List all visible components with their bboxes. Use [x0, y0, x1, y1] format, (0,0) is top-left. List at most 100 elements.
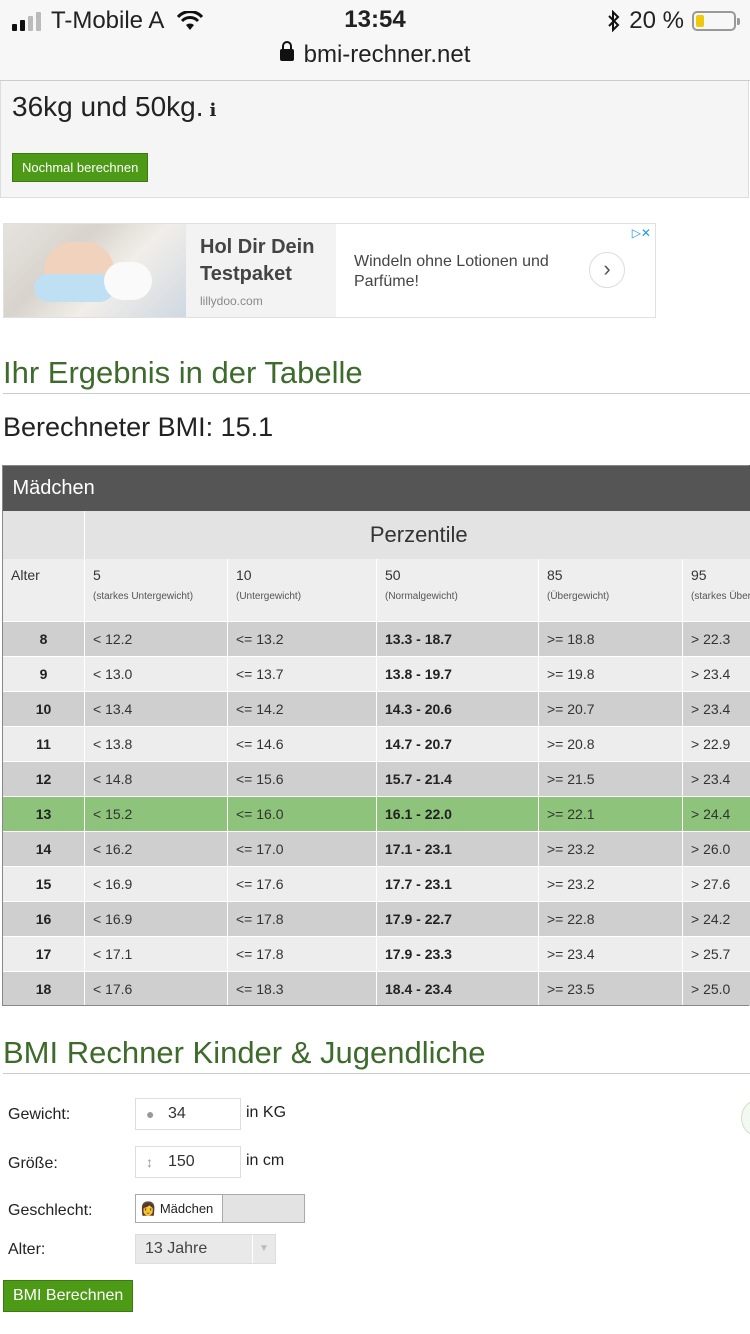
table-row: 8 < 12.2 <= 13.2 13.3 - 18.7 >= 18.8 > 22.3: [2, 621, 750, 657]
table-corner: [2, 511, 85, 559]
percentile-cell: >= 23.2: [538, 831, 683, 867]
height-unit: in cm: [246, 1152, 285, 1169]
table-row: 9 < 13.0 <= 13.7 13.8 - 19.7 >= 19.8 > 23.4: [2, 656, 750, 692]
percentile-cell: >= 20.8: [538, 726, 683, 762]
percentile-cell: >= 22.1: [538, 796, 683, 832]
weight-input[interactable]: ● 34: [135, 1098, 241, 1130]
perzentile-header: Perzentile: [84, 511, 750, 559]
table-row: 15 < 16.9 <= 17.6 17.7 - 23.1 >= 23.2 > 27.6: [2, 866, 750, 902]
url-bar[interactable]: bmi-rechner.net: [0, 40, 750, 81]
percentile-cell: > 23.4: [682, 656, 750, 692]
percentile-cell: 17.9 - 23.3: [376, 936, 539, 972]
age-cell: 11: [2, 726, 85, 762]
age-cell: 8: [2, 621, 85, 657]
table-row: 16 < 16.9 <= 17.8 17.9 - 22.7 >= 22.8 > 24.2: [2, 901, 750, 937]
percentile-cell: > 24.4: [682, 796, 750, 832]
table-row: 17 < 17.1 <= 17.8 17.9 - 23.3 >= 23.4 > 25.7: [2, 936, 750, 972]
percentile-table-wrapper[interactable]: Mädchen Perzentile Alter 5 (starkes Unter…: [2, 465, 750, 1006]
percentile-cell: < 16.2: [84, 831, 228, 867]
battery-icon: [692, 11, 740, 31]
table-row: 12 < 14.8 <= 15.6 15.7 - 21.4 >= 21.5 > 23.4: [2, 761, 750, 797]
gender-option-girl[interactable]: 👩 Mädchen: [136, 1195, 223, 1222]
percentile-cell: < 14.8: [84, 761, 228, 797]
percentile-cell: 18.4 - 23.4: [376, 971, 539, 1006]
clock: 13:54: [344, 6, 406, 33]
table-row: 11 < 13.8 <= 14.6 14.7 - 20.7 >= 20.8 > 22.9: [2, 726, 750, 762]
ad-title-box[interactable]: Hol Dir Dein Testpaket lillydoo.com: [186, 224, 336, 317]
table-row: 18 < 17.6 <= 18.3 18.4 - 23.4 >= 23.5 > 25.0: [2, 971, 750, 1006]
person-icon: ●: [146, 1106, 155, 1122]
percentile-cell: < 17.6: [84, 971, 228, 1006]
weight-label: Gewicht:: [8, 1106, 71, 1123]
percentile-cell: < 13.0: [84, 656, 228, 692]
age-cell: 10: [2, 691, 85, 727]
age-cell: 15: [2, 866, 85, 902]
result-range: 36kg und 50kg.: [12, 91, 204, 122]
height-input[interactable]: ↕ 150: [135, 1146, 241, 1178]
col-header-5: 5 (starkes Untergewicht): [84, 559, 228, 622]
status-left: T-Mobile A: [12, 7, 204, 35]
percentile-cell: > 22.3: [682, 621, 750, 657]
percentile-table: Mädchen Perzentile Alter 5 (starkes Unter…: [2, 465, 750, 1006]
alter-label: Alter: [11, 567, 40, 583]
col-header-95: 95(starkes Übergewicht): [682, 559, 750, 622]
percentile-cell: >= 21.5: [538, 761, 683, 797]
signal-icon: [12, 11, 41, 31]
girl-icon: 👩: [140, 1201, 157, 1216]
ad-domain: lillydoo.com: [200, 294, 263, 308]
age-select[interactable]: 13 Jahre ▼: [135, 1234, 276, 1264]
lock-icon: [279, 40, 294, 61]
percentile-cell: <= 15.6: [227, 761, 377, 797]
ad-title[interactable]: Hol Dir Dein Testpaket: [200, 236, 315, 285]
gender-selected-label: Mädchen: [159, 1201, 214, 1216]
table-gender-header: Mädchen: [2, 465, 750, 511]
info-icon[interactable]: i: [209, 100, 217, 121]
percentile-cell: 13.8 - 19.7: [376, 656, 539, 692]
column-header-row: Alter 5 (starkes Untergewicht) 10 (Unterge…: [2, 559, 750, 622]
percentile-cell: > 25.7: [682, 936, 750, 972]
percentile-cell: 16.1 - 22.0: [376, 796, 539, 832]
status-bar: T-Mobile A 13:54 20 %: [0, 0, 750, 40]
percentile-cell: < 12.2: [84, 621, 228, 657]
percentile-cell: > 26.0: [682, 831, 750, 867]
carrier-name: T-Mobile A: [51, 7, 165, 34]
calculate-bmi-button[interactable]: BMI Berechnen: [3, 1280, 134, 1312]
ad-image[interactable]: [4, 224, 186, 317]
percentile-cell: <= 13.2: [227, 621, 377, 657]
status-right: 20 %: [607, 7, 740, 35]
age-value: 13 Jahre: [145, 1240, 208, 1257]
percentile-cell: <= 16.0: [227, 796, 377, 832]
age-cell: 17: [2, 936, 85, 972]
percentile-cell: <= 17.8: [227, 936, 377, 972]
percentile-cell: <= 14.2: [227, 691, 377, 727]
gender-option-boy[interactable]: [223, 1195, 304, 1222]
height-label: Größe:: [8, 1155, 58, 1172]
gender-label: Geschlecht:: [8, 1202, 93, 1219]
result-text: 36kg und 50kg. i: [12, 91, 216, 123]
age-cell: 16: [2, 901, 85, 937]
percentile-cell: < 16.9: [84, 866, 228, 902]
gender-toggle[interactable]: 👩 Mädchen: [135, 1194, 305, 1223]
chevron-down-icon: ▼: [252, 1235, 275, 1263]
ad-arrow-button[interactable]: ›: [589, 252, 625, 288]
percentile-cell: 13.3 - 18.7: [376, 621, 539, 657]
recalculate-button[interactable]: Nochmal berechnen: [12, 153, 149, 182]
adchoices-icon[interactable]: ▷✕: [631, 226, 651, 240]
weight-value: 34: [168, 1105, 186, 1122]
weight-unit: in KG: [246, 1104, 287, 1121]
side-float-button[interactable]: [741, 1100, 750, 1136]
percentile-cell: <= 13.7: [227, 656, 377, 692]
perzentile-label: Perzentile: [369, 522, 468, 547]
percentile-cell: > 27.6: [682, 866, 750, 902]
ad-banner[interactable]: Hol Dir Dein Testpaket lillydoo.com Wind…: [3, 223, 656, 318]
battery-percent: 20 %: [629, 7, 684, 34]
percentile-cell: >= 23.2: [538, 866, 683, 902]
percentile-cell: < 17.1: [84, 936, 228, 972]
percentile-cell: > 23.4: [682, 761, 750, 797]
percentile-cell: < 15.2: [84, 796, 228, 832]
col-header-10: 10 (Untergewicht): [227, 559, 377, 622]
percentile-cell: 14.7 - 20.7: [376, 726, 539, 762]
percentile-cell: 14.3 - 20.6: [376, 691, 539, 727]
table-row: 10 < 13.4 <= 14.2 14.3 - 20.6 >= 20.7 > 23.4: [2, 691, 750, 727]
ad-description[interactable]: Windeln ohne Lotionen und Parfüme!: [354, 253, 549, 290]
